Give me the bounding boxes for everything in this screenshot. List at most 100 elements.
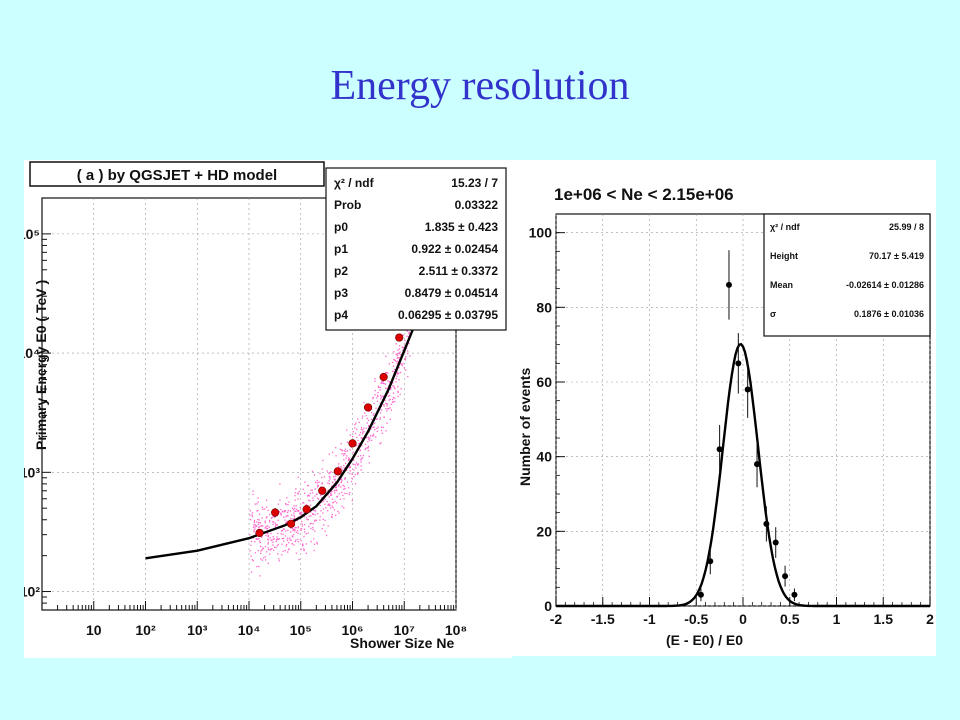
scatter-dot (404, 359, 406, 361)
scatter-dot (277, 503, 280, 505)
scatter-dot (386, 387, 388, 390)
scatter-dot (398, 367, 400, 369)
scatter-dot (254, 552, 257, 554)
scatter-dot (300, 513, 303, 515)
scatter-dot (273, 549, 275, 552)
scatter-dot (252, 526, 255, 528)
scatter-dot (258, 513, 261, 515)
scatter-dot (399, 351, 401, 353)
scatter-dot (331, 513, 333, 516)
scatter-dot (400, 363, 402, 365)
scatter-dot (351, 499, 353, 502)
scatter-dot (322, 508, 325, 510)
right-fit-curve (556, 342, 930, 608)
scatter-dot (304, 481, 306, 483)
scatter-dot (377, 395, 379, 397)
scatter-dot (303, 535, 305, 538)
scatter-dot (325, 534, 328, 537)
scatter-dot (388, 408, 390, 410)
scatter-dot (361, 438, 363, 440)
scatter-dot (377, 426, 379, 428)
x-tick-label: 0 (739, 611, 747, 627)
scatter-dot (290, 514, 293, 516)
scatter-dot (302, 544, 304, 546)
scatter-dot (266, 532, 269, 535)
scatter-dot (342, 484, 344, 486)
scatter-dot (253, 524, 255, 526)
scatter-dot (375, 418, 377, 420)
scatter-dot (353, 459, 355, 461)
scatter-dot (312, 499, 314, 502)
scatter-dot (256, 525, 258, 527)
scatter-dot (265, 551, 268, 553)
scatter-dot (380, 429, 383, 432)
scatter-dot (389, 418, 391, 420)
scatter-dot (263, 557, 265, 559)
scatter-dot (297, 532, 299, 534)
data-point (707, 558, 714, 565)
scatter-dot (303, 502, 305, 504)
scatter-dot (260, 550, 262, 552)
scatter-dot (310, 515, 312, 517)
scatter-dot (334, 489, 336, 491)
scatter-dot (314, 519, 316, 521)
scatter-dot (360, 437, 362, 439)
scatter-dot (264, 522, 266, 524)
data-point (735, 360, 742, 367)
scatter-dot (376, 400, 379, 403)
scatter-dot (397, 349, 399, 351)
scatter-dot (269, 519, 271, 522)
scatter-dot (279, 512, 282, 514)
scatter-dot (379, 418, 381, 421)
scatter-dot (389, 381, 391, 384)
scatter-dot (324, 503, 326, 505)
scatter-dot (376, 397, 378, 399)
scatter-dot (389, 407, 391, 409)
scatter-dot (362, 415, 364, 417)
scatter-dot (346, 481, 349, 483)
scatter-dot (257, 509, 259, 512)
scatter-dot (253, 529, 255, 531)
scatter-dot (328, 482, 331, 485)
data-point (363, 403, 373, 412)
scatter-dot (382, 395, 384, 397)
scatter-dot (328, 476, 330, 478)
scatter-dot (293, 530, 296, 532)
scatter-dot (316, 479, 318, 482)
scatter-dot (383, 405, 385, 407)
scatter-dot (284, 549, 286, 552)
scatter-dot (395, 381, 397, 383)
scatter-dot (289, 510, 292, 512)
scatter-dot (343, 453, 345, 455)
scatter-dot (398, 345, 401, 347)
scatter-dot (368, 439, 371, 441)
scatter-dot (393, 358, 395, 361)
scatter-dot (368, 455, 370, 457)
scatter-dot (251, 558, 254, 561)
scatter-dot (361, 432, 364, 435)
stat-label: Height (770, 251, 798, 261)
scatter-dot (310, 522, 312, 525)
scatter-dot (314, 514, 316, 516)
scatter-dot (303, 549, 305, 551)
scatter-dot (371, 435, 374, 437)
scatter-dot (341, 469, 344, 471)
scatter-dot (258, 538, 260, 540)
left-stats-entries: χ² / ndf 15.23 / 7 Prob 0.03322 p0 1.835 ± 0.… (334, 176, 498, 322)
scatter-dot (305, 552, 307, 555)
x-tick-label: 10⁷ (394, 622, 416, 638)
scatter-dot (270, 532, 272, 535)
stat-label: χ² / ndf (770, 222, 801, 232)
scatter-dot (297, 498, 299, 500)
scatter-dot (314, 530, 316, 532)
scatter-dot (395, 378, 397, 380)
scatter-dot (293, 533, 295, 536)
scatter-dot (338, 483, 340, 486)
scatter-dot (378, 386, 380, 389)
scatter-dot (287, 549, 290, 551)
scatter-dot (294, 527, 296, 529)
scatter-dot (360, 455, 362, 457)
scatter-dot (397, 385, 399, 388)
scatter-dot (334, 480, 337, 483)
data-point (318, 486, 327, 495)
